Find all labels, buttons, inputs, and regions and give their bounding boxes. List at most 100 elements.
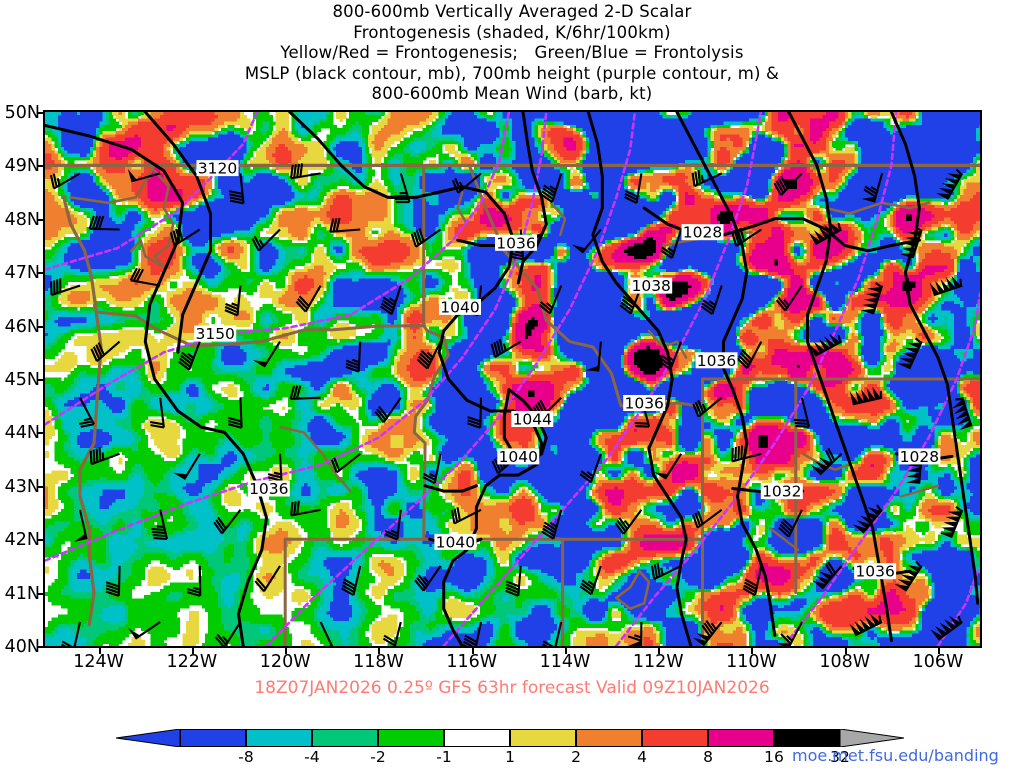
wind-barb bbox=[731, 227, 762, 247]
y-axis-tick bbox=[37, 112, 43, 114]
x-axis-tick bbox=[378, 648, 381, 654]
wind-barb bbox=[214, 621, 242, 646]
wind-barb bbox=[384, 509, 402, 541]
contour-label-bg bbox=[760, 483, 803, 500]
wind-barb bbox=[852, 504, 883, 534]
y-axis-tick bbox=[37, 218, 43, 221]
wind-barb bbox=[812, 561, 843, 590]
wind-barb bbox=[614, 509, 643, 535]
wind-barb bbox=[900, 226, 923, 259]
mslp-contour-line bbox=[586, 112, 693, 646]
wind-barb bbox=[654, 453, 682, 480]
y-axis-tick bbox=[37, 432, 43, 435]
wind-barb bbox=[660, 229, 683, 259]
colorbar-tick-label: -1 bbox=[436, 748, 452, 766]
wind-barb bbox=[540, 173, 563, 203]
wind-barb bbox=[809, 221, 843, 246]
flathead-lake bbox=[549, 201, 567, 236]
contour-label-bg bbox=[623, 395, 666, 411]
color-bar: -8 -4 -2 -1 1 2 4 8 16 32 bbox=[116, 729, 904, 766]
contour-label-bg bbox=[434, 533, 477, 550]
wind-barb bbox=[289, 385, 321, 400]
height-contour-label: 3120 bbox=[198, 160, 237, 178]
mslp-contour-label: 1036 bbox=[855, 563, 894, 581]
wind-barb bbox=[849, 386, 883, 406]
mslp-contour-line bbox=[423, 484, 478, 493]
wind-barb bbox=[319, 621, 334, 646]
wind-barb bbox=[450, 507, 482, 525]
wind-barb bbox=[860, 282, 884, 315]
contour-label-bg bbox=[681, 224, 724, 241]
watermark-label: moe.met.fsu.edu/banding bbox=[792, 746, 999, 765]
y-axis-label: 40N bbox=[4, 637, 40, 657]
mslp-contour-label: 1040 bbox=[499, 448, 538, 466]
y-axis-label: 45N bbox=[4, 370, 40, 390]
y-axis-tick bbox=[37, 485, 43, 488]
contour-label-bg bbox=[898, 448, 941, 465]
wind-barb bbox=[736, 341, 763, 369]
wind-barb bbox=[861, 173, 884, 203]
wind-barb bbox=[345, 341, 362, 373]
height-contour-line bbox=[265, 112, 637, 646]
mslp-contour-label: 1040 bbox=[440, 298, 479, 316]
x-axis-tick bbox=[285, 648, 288, 654]
wind-barb bbox=[89, 447, 120, 466]
wind-barb bbox=[742, 565, 763, 597]
mslp-contour-label: 1032 bbox=[762, 483, 801, 501]
x-axis-label: 124W bbox=[73, 652, 124, 672]
wind-barb bbox=[624, 173, 643, 204]
colorbar-over-arrow bbox=[840, 729, 904, 747]
wind-barb bbox=[129, 267, 161, 287]
x-axis-tick bbox=[471, 648, 474, 654]
wind-barb bbox=[650, 562, 682, 581]
frontogenesis-map-canvas: 1036 1040 1038 1028 1036 1036 1044 1040 1036 1040… bbox=[45, 112, 980, 646]
wind-barb bbox=[394, 173, 411, 204]
wind-barb bbox=[693, 619, 723, 646]
wind-barb bbox=[410, 228, 442, 248]
colorbar-segment bbox=[642, 729, 708, 747]
colorbar-tick-label: 2 bbox=[571, 748, 581, 766]
wind-barb bbox=[295, 285, 322, 313]
wind-barb bbox=[61, 621, 82, 646]
mslp-contour-label: 1028 bbox=[900, 448, 939, 466]
colorbar-tick-label: -4 bbox=[304, 748, 320, 766]
x-axis-tick bbox=[844, 648, 847, 654]
wind-barb bbox=[186, 565, 202, 597]
wind-barb bbox=[49, 172, 81, 190]
wind-barb bbox=[169, 227, 201, 247]
colorbar-segment bbox=[444, 729, 510, 747]
mslp-contour-label: 1036 bbox=[496, 234, 535, 252]
y-axis-label: 49N bbox=[4, 156, 40, 177]
y-axis-tick bbox=[37, 646, 43, 648]
y-axis-tick bbox=[37, 325, 43, 328]
wind-barb bbox=[254, 565, 281, 592]
wind-barb bbox=[290, 500, 321, 517]
y-axis-label: 48N bbox=[4, 209, 40, 230]
height-contour-label: 3150 bbox=[195, 325, 234, 343]
x-axis-label: 118W bbox=[353, 652, 404, 672]
wind-barb bbox=[251, 228, 281, 252]
contour-label-bg bbox=[630, 277, 673, 294]
colorbar-segment bbox=[246, 729, 312, 747]
x-axis-tick bbox=[751, 648, 754, 654]
wind-barb bbox=[692, 396, 723, 418]
wind-barb bbox=[73, 509, 88, 542]
x-axis-label: 122W bbox=[166, 652, 218, 672]
wind-barb bbox=[579, 565, 602, 596]
wind-barb bbox=[571, 228, 602, 254]
contour-label-bg bbox=[439, 298, 481, 315]
wind-barb bbox=[773, 172, 803, 196]
colorbar-segment bbox=[510, 729, 576, 747]
wind-barb bbox=[329, 217, 361, 233]
y-axis-label: 44N bbox=[4, 423, 40, 444]
title-line-2: Frontogenesis (shaded, K/6hr/100km) bbox=[353, 22, 671, 42]
y-axis-label: 42N bbox=[4, 530, 40, 551]
colorbar-segment bbox=[180, 729, 246, 747]
wind-barb bbox=[382, 621, 402, 646]
wind-barb bbox=[289, 163, 321, 180]
wind-barb bbox=[90, 340, 121, 362]
wind-barb bbox=[78, 397, 95, 428]
contour-label-bg bbox=[196, 160, 239, 177]
colorbar-segment bbox=[378, 729, 444, 747]
x-axis-label: 110W bbox=[726, 652, 777, 672]
